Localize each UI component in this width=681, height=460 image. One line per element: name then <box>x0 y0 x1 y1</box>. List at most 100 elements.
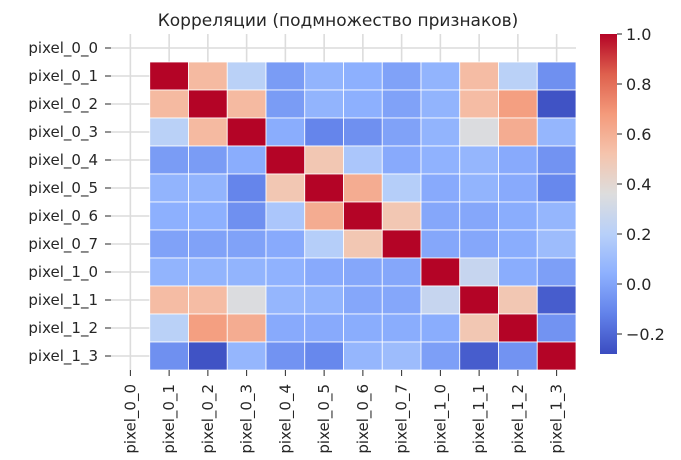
heatmap-cell <box>498 285 538 315</box>
heatmap-cell <box>149 229 189 259</box>
heatmap-cell <box>459 229 499 259</box>
x-tick-label: pixel_0_0 <box>121 384 140 454</box>
heatmap-cell <box>343 201 383 231</box>
heatmap-cell <box>265 145 306 175</box>
heatmap-cell <box>304 257 344 287</box>
heatmap-cell <box>149 341 189 371</box>
colorbar-tick-label: 0.2 <box>626 225 651 244</box>
colorbar-tick-label: 1.0 <box>626 25 651 44</box>
colorbar-gradient <box>600 34 617 354</box>
y-tick-label: pixel_0_7 <box>28 235 98 254</box>
heatmap-cell <box>188 313 228 343</box>
heatmap-cell <box>381 173 422 203</box>
y-tick-label: pixel_1_3 <box>28 347 98 366</box>
heatmap-cell <box>226 257 267 287</box>
heatmap-cell <box>459 285 499 315</box>
heatmap-cell <box>188 285 228 315</box>
heatmap-cell <box>381 285 422 315</box>
heatmap-cell <box>536 117 577 147</box>
heatmap-cell <box>149 257 189 287</box>
heatmap-cell <box>265 117 306 147</box>
heatmap-cell <box>188 61 228 91</box>
heatmap-cell <box>343 61 383 91</box>
heatmap-cell <box>343 257 383 287</box>
x-tick-label: pixel_0_6 <box>354 384 373 454</box>
heatmap-cell <box>149 285 189 315</box>
colorbar-tick-label: −0.2 <box>626 325 665 344</box>
heatmap-cell <box>226 201 267 231</box>
heatmap-cell <box>498 145 538 175</box>
heatmap-cell <box>226 285 267 315</box>
heatmap-cell <box>420 117 461 147</box>
heatmap-cell <box>420 257 461 287</box>
heatmap-cell <box>343 341 383 371</box>
heatmap-cell <box>536 201 577 231</box>
heatmap-cell <box>498 89 538 119</box>
heatmap-cell <box>420 229 461 259</box>
heatmap-cell <box>304 341 344 371</box>
heatmap-cell <box>343 89 383 119</box>
heatmap-cell <box>226 117 267 147</box>
heatmap-cell <box>498 257 538 287</box>
heatmap-cell <box>459 173 499 203</box>
x-tick-label: pixel_0_1 <box>160 384 179 454</box>
heatmap-cells <box>149 61 577 371</box>
heatmap-cell <box>188 173 228 203</box>
colorbar-tick-label: 0.4 <box>626 175 651 194</box>
heatmap-cell <box>420 313 461 343</box>
heatmap-cell <box>343 173 383 203</box>
heatmap-cell <box>226 61 267 91</box>
heatmap-cell <box>343 313 383 343</box>
heatmap-cell <box>226 145 267 175</box>
heatmap-cell <box>304 117 344 147</box>
heatmap-cell <box>498 173 538 203</box>
y-tick-label: pixel_0_0 <box>28 39 98 58</box>
x-tick-labels: pixel_0_0 pixel_0_1 pixel_0_2 pixel_0_3 pixe… <box>121 370 567 454</box>
heatmap-cell <box>304 201 344 231</box>
y-tick-label: pixel_0_3 <box>28 123 98 142</box>
heatmap-cell <box>226 313 267 343</box>
heatmap-cell <box>304 61 344 91</box>
colorbar-tick-label: 0.0 <box>626 275 651 294</box>
x-tick-label: pixel_0_3 <box>238 384 257 454</box>
y-tick-label: pixel_0_1 <box>28 67 98 86</box>
x-tick-label: pixel_1_0 <box>431 384 450 454</box>
heatmap-cell <box>343 117 383 147</box>
heatmap-cell <box>265 89 306 119</box>
heatmap-cell <box>381 341 422 371</box>
heatmap-cell <box>381 117 422 147</box>
heatmap-cell <box>188 145 228 175</box>
heatmap-cell <box>498 117 538 147</box>
heatmap-cell <box>149 145 189 175</box>
heatmap-cell <box>459 117 499 147</box>
heatmap-cell <box>459 341 499 371</box>
heatmap-cell <box>343 229 383 259</box>
x-tick-label: pixel_1_3 <box>548 384 567 454</box>
heatmap-cell <box>188 89 228 119</box>
heatmap-cell <box>265 341 306 371</box>
heatmap-cell <box>188 117 228 147</box>
heatmap-cell <box>420 173 461 203</box>
heatmap-cell <box>265 201 306 231</box>
heatmap-cell <box>226 341 267 371</box>
heatmap-cell <box>188 257 228 287</box>
heatmap-cell <box>420 61 461 91</box>
heatmap-cell <box>381 145 422 175</box>
colorbar-tick-label: 0.6 <box>626 125 651 144</box>
heatmap-cell <box>188 201 228 231</box>
heatmap-cell <box>188 341 228 371</box>
heatmap-cell <box>420 341 461 371</box>
heatmap-cell <box>536 313 577 343</box>
heatmap-cell <box>536 229 577 259</box>
heatmap-cell <box>343 145 383 175</box>
heatmap-cell <box>381 257 422 287</box>
heatmap-cell <box>226 229 267 259</box>
x-tick-label: pixel_1_1 <box>470 384 489 454</box>
heatmap-cell <box>498 229 538 259</box>
heatmap-cell <box>459 61 499 91</box>
heatmap-cell <box>149 173 189 203</box>
colorbar: −0.2 0.0 0.2 0.4 0.6 0.8 1.0 <box>600 25 665 354</box>
heatmap-cell <box>381 229 422 259</box>
x-tick-label: pixel_1_2 <box>509 384 528 454</box>
